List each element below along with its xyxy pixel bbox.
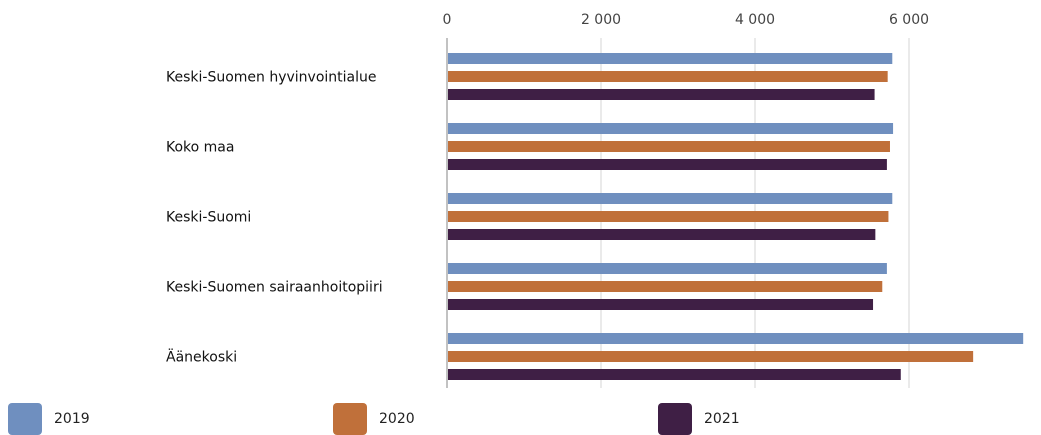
legend-swatch-2021 <box>658 403 692 435</box>
legend-swatch-2019 <box>8 403 42 435</box>
chart-legend: 2019 2020 2021 <box>0 400 1041 435</box>
x-tick-label-2: 4 000 <box>735 12 775 28</box>
x-tick-label-1: 2 000 <box>581 12 621 28</box>
x-tick-label-3: 6 000 <box>889 12 929 28</box>
bar-2021-1 <box>448 159 887 170</box>
bar-2019-3 <box>448 263 887 274</box>
bar-2019-2 <box>448 193 893 204</box>
legend-label-2020: 2020 <box>379 411 415 427</box>
legend-item-2019: 2019 <box>8 403 90 435</box>
bar-2021-0 <box>448 89 875 100</box>
legend-label-2021: 2021 <box>704 411 740 427</box>
bar-2020-2 <box>448 211 889 222</box>
bar-2021-4 <box>448 369 901 380</box>
category-label-0: Keski-Suomen hyvinvointialue <box>166 70 377 86</box>
bar-chart: 0 2 000 4 000 6 000 Keski-Suomen hyvinvointi… <box>166 12 1024 388</box>
bar-2019-0 <box>448 53 893 64</box>
bar-2020-4 <box>448 351 974 362</box>
legend-item-2021: 2021 <box>658 403 740 435</box>
bar-2020-3 <box>448 281 883 292</box>
bar-2019-4 <box>448 333 1024 344</box>
category-label-2: Keski-Suomi <box>166 210 251 226</box>
category-label-3: Keski-Suomen sairaanhoitopiiri <box>166 280 383 296</box>
bar-2020-0 <box>448 71 888 82</box>
bar-2020-1 <box>448 141 890 152</box>
legend-label-2019: 2019 <box>54 411 90 427</box>
legend-swatch-2020 <box>333 403 367 435</box>
bar-2021-3 <box>448 299 874 310</box>
category-label-4: Äänekoski <box>166 348 237 366</box>
bar-2021-2 <box>448 229 876 240</box>
legend-item-2020: 2020 <box>333 403 415 435</box>
x-tick-label-0: 0 <box>443 12 452 28</box>
bar-2019-1 <box>448 123 894 134</box>
category-label-1: Koko maa <box>166 140 234 156</box>
